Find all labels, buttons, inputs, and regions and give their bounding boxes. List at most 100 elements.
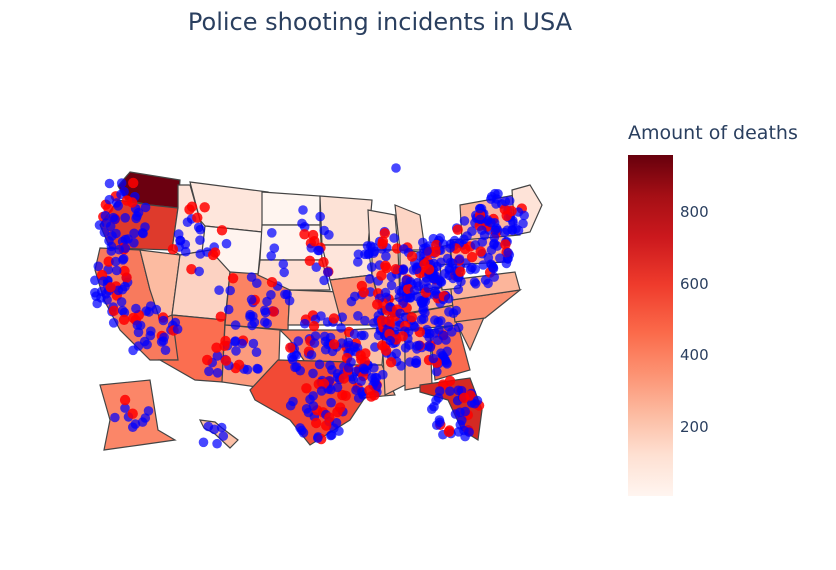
incident-marker[interactable] [104,178,115,189]
incident-marker[interactable] [225,285,235,296]
incident-marker[interactable] [508,218,518,228]
incident-marker[interactable] [348,374,359,385]
incident-marker[interactable] [120,243,131,253]
incident-marker[interactable] [452,224,463,235]
incident-marker[interactable] [214,285,224,296]
incident-marker[interactable] [285,342,296,353]
incident-marker[interactable] [343,337,354,348]
incident-marker[interactable] [356,376,366,387]
incident-marker[interactable] [103,203,114,214]
incident-marker[interactable] [414,340,424,351]
incident-marker[interactable] [91,291,101,302]
incident-marker[interactable] [480,275,491,285]
incident-marker[interactable] [230,336,241,346]
incident-marker[interactable] [432,366,442,377]
incident-marker[interactable] [459,216,470,226]
incident-marker[interactable] [376,315,388,326]
incident-marker[interactable] [299,229,310,240]
incident-marker[interactable] [503,248,513,258]
incident-marker[interactable] [146,326,156,337]
incident-marker[interactable] [98,276,109,287]
incident-marker[interactable] [227,273,239,284]
incident-marker[interactable] [139,336,150,347]
incident-marker[interactable] [444,307,454,317]
incident-marker[interactable] [501,258,512,269]
incident-marker[interactable] [406,312,417,323]
incident-marker[interactable] [230,320,241,330]
incident-marker[interactable] [220,355,232,366]
incident-marker[interactable] [314,245,324,256]
incident-marker[interactable] [488,263,499,274]
incident-marker[interactable] [475,246,486,257]
incident-marker[interactable] [111,198,122,208]
incident-marker[interactable] [334,426,344,436]
incident-marker[interactable] [328,339,340,350]
incident-marker[interactable] [318,257,329,268]
incident-marker[interactable] [99,227,110,238]
incident-marker[interactable] [453,284,464,295]
incident-marker[interactable] [119,394,131,406]
incident-marker[interactable] [321,420,332,431]
incident-marker[interactable] [90,275,100,286]
incident-marker[interactable] [417,298,428,308]
incident-marker[interactable] [400,343,411,353]
incident-marker[interactable] [455,266,466,277]
incident-marker[interactable] [216,422,227,433]
incident-marker[interactable] [326,397,336,408]
incident-marker[interactable] [311,417,322,429]
incident-marker[interactable] [454,254,465,264]
incident-marker[interactable] [395,308,405,319]
incident-marker[interactable] [428,273,439,284]
incident-marker[interactable] [442,359,452,369]
incident-marker[interactable] [506,205,517,217]
incident-marker[interactable] [207,249,219,261]
incident-marker[interactable] [267,228,277,238]
incident-marker[interactable] [233,359,245,370]
incident-marker[interactable] [425,342,436,353]
incident-marker[interactable] [313,433,323,443]
incident-marker[interactable] [129,228,139,239]
incident-marker[interactable] [336,323,346,333]
incident-marker[interactable] [108,318,119,328]
incident-marker[interactable] [251,278,262,289]
incident-marker[interactable] [278,259,289,269]
incident-marker[interactable] [464,427,474,438]
incident-marker[interactable] [143,406,154,416]
incident-marker[interactable] [391,163,401,173]
incident-marker[interactable] [298,205,308,215]
incident-marker[interactable] [266,290,276,300]
incident-marker[interactable] [378,369,388,380]
incident-marker[interactable] [486,245,497,255]
incident-marker[interactable] [246,294,257,305]
incident-marker[interactable] [186,201,198,212]
incident-marker[interactable] [145,301,156,311]
incident-marker[interactable] [133,327,144,338]
incident-marker[interactable] [172,324,183,335]
incident-marker[interactable] [453,427,464,437]
incident-marker[interactable] [435,276,446,287]
incident-marker[interactable] [260,307,271,318]
incident-marker[interactable] [325,360,335,371]
incident-marker[interactable] [358,287,369,298]
incident-marker[interactable] [475,203,485,214]
incident-marker[interactable] [131,303,141,314]
incident-marker[interactable] [198,437,209,448]
incident-marker[interactable] [297,218,307,229]
incident-marker[interactable] [353,311,363,321]
incident-marker[interactable] [111,265,122,276]
incident-marker[interactable] [360,315,370,326]
incident-marker[interactable] [268,306,279,317]
incident-marker[interactable] [129,238,139,248]
incident-marker[interactable] [385,357,397,368]
incident-marker[interactable] [459,234,469,245]
incident-marker[interactable] [121,195,133,206]
incident-marker[interactable] [386,280,397,291]
incident-marker[interactable] [216,225,228,236]
incident-marker[interactable] [372,299,383,310]
incident-marker[interactable] [93,261,104,272]
incident-marker[interactable] [119,265,130,277]
incident-marker[interactable] [251,347,262,358]
incident-marker[interactable] [192,212,203,223]
incident-marker[interactable] [518,218,528,229]
incident-marker[interactable] [138,228,148,239]
